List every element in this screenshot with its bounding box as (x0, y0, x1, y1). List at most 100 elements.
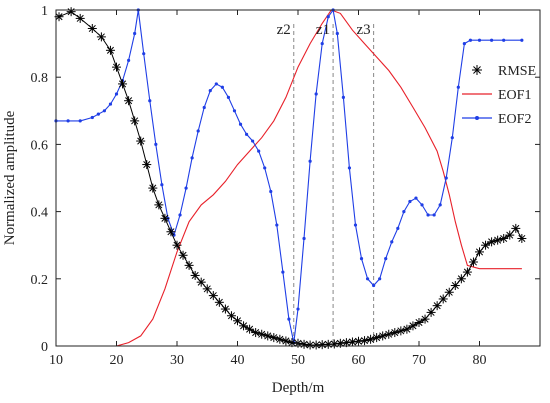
data-point-rmse (257, 329, 267, 339)
legend-item-rmse: RMSE (462, 64, 536, 79)
data-point-eof2 (302, 236, 306, 241)
data-point-rmse (251, 328, 261, 338)
data-point-rmse (438, 294, 448, 304)
data-point-rmse (105, 45, 115, 55)
data-point-eof2 (438, 203, 442, 207)
data-point-eof2 (314, 92, 318, 96)
axis-ticks: 10 20 30 40 50 60 70 80 0 0.2 0.4 0.6 0.8 1 (31, 4, 540, 368)
data-point-rmse (136, 136, 146, 146)
data-point-rmse (468, 257, 478, 267)
y-tick-label: 0 (41, 340, 48, 355)
data-point-rmse (96, 32, 106, 42)
data-point-eof2 (420, 203, 424, 207)
legend-label: RMSE (498, 64, 536, 79)
series-eof1 (56, 9, 522, 347)
data-point-eof2 (502, 38, 506, 42)
data-point-rmse (154, 200, 164, 210)
data-point-rmse (505, 230, 515, 240)
data-point-rmse (487, 237, 497, 247)
data-point-eof2 (196, 129, 200, 133)
marker-label-z2: z2 (277, 22, 291, 38)
data-point-eof2 (477, 38, 482, 42)
data-point-eof2 (347, 166, 352, 170)
data-point-rmse (184, 260, 194, 270)
series-eof2 (54, 8, 524, 345)
x-tick-label: 20 (110, 353, 124, 368)
data-point-rmse (160, 213, 170, 223)
data-point-eof2 (490, 38, 494, 42)
marker-label-z3: z3 (356, 22, 370, 38)
data-point-eof2 (390, 240, 394, 244)
data-point-rmse (202, 284, 212, 294)
data-point-rmse (226, 311, 236, 321)
data-point-eof2 (142, 52, 146, 56)
data-point-rmse (414, 317, 424, 327)
data-point-eof2 (148, 99, 152, 103)
data-point-eof2 (202, 105, 206, 110)
series-line-eof1 (56, 9, 522, 347)
y-tick-label: 0.2 (31, 273, 49, 288)
marker-label-z1: z1 (316, 22, 330, 38)
data-point-rmse (366, 334, 376, 344)
data-point-rmse (118, 79, 128, 89)
data-point-rmse (214, 297, 224, 307)
data-point-rmse (142, 160, 152, 170)
data-point-rmse (462, 267, 472, 277)
data-point-eof2 (178, 213, 182, 217)
y-tick-label: 0.4 (31, 206, 49, 221)
x-tick-label: 30 (170, 353, 184, 368)
data-point-eof2 (96, 112, 100, 116)
data-point-eof2 (214, 82, 218, 86)
data-point-rmse (196, 277, 206, 287)
data-point-rmse (499, 233, 509, 243)
data-point-rmse (493, 235, 503, 245)
x-tick-label: 10 (49, 353, 63, 368)
data-point-eof2 (220, 85, 224, 89)
data-point-rmse (360, 336, 370, 346)
y-tick-label: 0.8 (31, 71, 49, 86)
data-point-rmse (432, 301, 442, 311)
data-point-eof2 (359, 257, 364, 261)
marker-lines (293, 24, 375, 346)
marker-labels: z2 z1 z3 (277, 22, 371, 38)
legend-label: EOF2 (498, 112, 531, 127)
data-point-eof2 (238, 122, 243, 126)
data-point-rmse (269, 333, 279, 343)
data-point-rmse (390, 328, 400, 338)
legend: RMSE EOF1 EOF2 (462, 64, 536, 127)
data-point-rmse (239, 321, 249, 331)
data-point-rmse (384, 329, 394, 339)
data-point-eof2 (296, 307, 300, 311)
data-point-eof2 (432, 213, 436, 217)
data-point-eof2 (450, 136, 454, 140)
data-point-rmse (178, 250, 188, 260)
data-point-eof2 (184, 186, 188, 190)
data-point-eof2 (402, 210, 406, 214)
data-point-eof2 (90, 115, 94, 120)
data-point-eof2 (326, 15, 330, 19)
data-point-rmse (347, 337, 357, 347)
data-point-eof2 (341, 95, 345, 99)
data-point-eof2 (269, 189, 273, 194)
data-point-eof2 (127, 58, 131, 63)
data-point-eof2 (396, 226, 400, 230)
data-point-eof2 (102, 109, 106, 113)
legend-item-eof2: EOF2 (462, 112, 531, 127)
data-point-eof2 (244, 132, 249, 136)
data-point-eof2 (232, 109, 237, 113)
data-point-eof2 (378, 277, 382, 281)
x-axis-title: Depth/m (272, 380, 325, 396)
data-point-rmse (233, 316, 242, 326)
data-point-rmse (378, 331, 388, 341)
y-tick-label: 1 (41, 4, 48, 19)
data-point-rmse (208, 291, 218, 301)
data-point-rmse (245, 324, 255, 334)
y-axis-title: Normalized amplitude (2, 110, 18, 245)
data-point-eof2 (263, 166, 267, 170)
data-point-rmse (130, 116, 140, 126)
data-point-rmse (517, 233, 527, 243)
data-point-rmse (263, 331, 273, 341)
data-point-eof2 (426, 213, 430, 217)
data-point-rmse (87, 23, 97, 33)
data-point-rmse (408, 321, 418, 331)
